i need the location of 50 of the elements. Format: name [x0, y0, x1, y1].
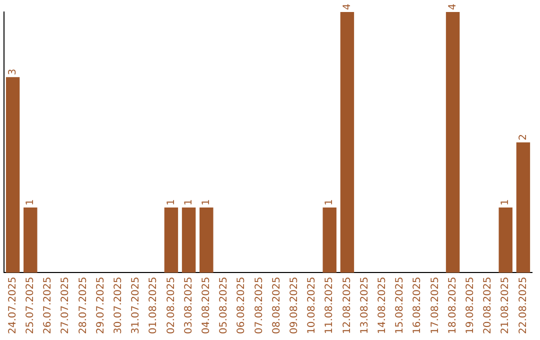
- x-tick-label: 14.08.2025: [376, 276, 388, 334]
- x-tick-label: 26.07.2025: [42, 276, 54, 334]
- x-tick-label: 13.08.2025: [359, 276, 370, 334]
- x-tick-label: 03.08.2025: [183, 276, 194, 334]
- bar: [6, 77, 20, 273]
- bar: [200, 208, 214, 273]
- bar: [182, 208, 196, 273]
- bar: [516, 142, 530, 273]
- x-tick-label: 27.07.2025: [60, 276, 72, 334]
- x-tick-label: 08.08.2025: [271, 276, 282, 334]
- x-tick-label: 24.07.2025: [7, 276, 18, 334]
- x-tick-label: 28.07.2025: [78, 276, 89, 334]
- data-label: 1: [183, 199, 194, 206]
- x-tick-label: 22.08.2025: [518, 276, 529, 334]
- x-tick-label: 17.08.2025: [430, 276, 441, 334]
- bar: [498, 208, 512, 273]
- bar: [164, 208, 178, 273]
- x-tick-label: 21.08.2025: [500, 276, 512, 334]
- data-label: 1: [200, 199, 212, 206]
- x-tick-label: 10.08.2025: [306, 276, 318, 334]
- data-label: 4: [342, 4, 353, 10]
- bar: [322, 208, 336, 273]
- x-tick-label: 25.07.2025: [24, 276, 36, 334]
- x-tick-label: 15.08.2025: [394, 276, 406, 334]
- x-tick-label: 01.08.2025: [148, 276, 160, 334]
- x-tick-label: 09.08.2025: [288, 276, 300, 334]
- bar: [24, 208, 38, 273]
- bar: [446, 12, 460, 273]
- x-tick-label: 18.08.2025: [447, 276, 458, 334]
- data-label: 3: [7, 68, 18, 76]
- x-tick-label: 12.08.2025: [342, 276, 353, 334]
- data-label: 1: [500, 199, 512, 206]
- x-tick-label: 29.07.2025: [95, 276, 106, 334]
- x-tick-label: 16.08.2025: [412, 276, 424, 334]
- x-tick-label: 04.08.2025: [200, 276, 212, 334]
- bar: [340, 12, 354, 273]
- x-tick-label: 07.08.2025: [254, 276, 265, 334]
- x-tick-label: 31.07.2025: [130, 276, 142, 334]
- x-tick-label: 30.07.2025: [112, 276, 124, 334]
- data-label: 1: [324, 199, 336, 206]
- data-label: 4: [447, 4, 458, 10]
- data-label: 1: [24, 199, 36, 206]
- x-tick-label: 19.08.2025: [464, 276, 476, 334]
- data-label: 1: [166, 199, 177, 206]
- x-tick-label: 20.08.2025: [482, 276, 494, 334]
- x-tick-label: 02.08.2025: [166, 276, 177, 334]
- data-label: 2: [518, 134, 529, 140]
- x-tick-label: 11.08.2025: [324, 276, 336, 334]
- x-tick-label: 06.08.2025: [236, 276, 248, 334]
- x-tick-label: 05.08.2025: [218, 276, 230, 334]
